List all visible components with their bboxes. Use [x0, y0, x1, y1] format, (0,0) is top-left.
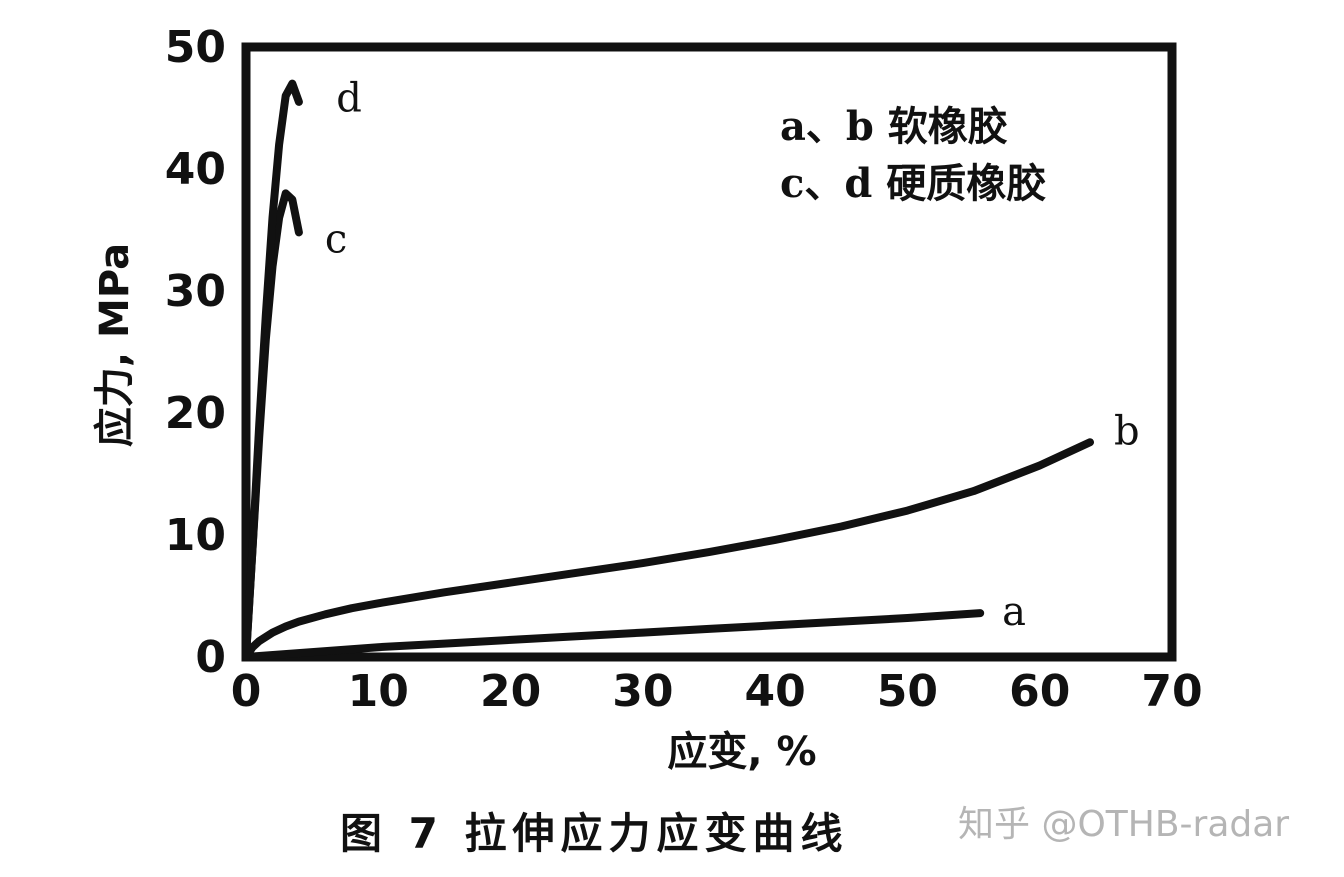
- series-line-b: [242, 438, 1094, 661]
- series-label-a: a: [1002, 589, 1026, 635]
- y-tick-label: 50: [165, 22, 226, 73]
- x-tick-label: 10: [348, 666, 409, 717]
- series-labels: a b c d: [325, 76, 1140, 635]
- series-label-c: c: [325, 216, 347, 262]
- x-axis-ticks: 0 10 20 30 40 50 60 70: [231, 666, 1203, 717]
- series-label-d: d: [336, 76, 362, 122]
- x-axis-title: 应变, %: [667, 729, 816, 775]
- legend-entry-soft: a、b 软橡胶: [780, 103, 1008, 150]
- y-axis-title: 应力, MPa: [92, 243, 138, 447]
- series-line-d: [242, 79, 303, 661]
- x-tick-label: 20: [480, 666, 541, 717]
- x-tick-label: 30: [612, 666, 673, 717]
- x-tick-label: 40: [745, 666, 806, 717]
- y-tick-label: 30: [165, 266, 226, 317]
- x-tick-label: 50: [877, 666, 938, 717]
- y-tick-label: 10: [165, 510, 226, 561]
- plot-frame: [241, 42, 1177, 662]
- y-tick-label: 20: [165, 388, 226, 439]
- legend: a、b 软橡胶 c、d 硬质橡胶: [780, 103, 1046, 207]
- x-tick-label: 70: [1141, 666, 1202, 717]
- x-tick-label: 0: [231, 666, 262, 717]
- legend-entry-hard: c、d 硬质橡胶: [780, 160, 1046, 207]
- series-lines: [242, 79, 1094, 661]
- series-line-a: [242, 609, 985, 661]
- y-tick-label: 0: [195, 632, 226, 683]
- x-tick-label: 60: [1009, 666, 1070, 717]
- figure-caption: 图 7 拉伸应力应变曲线: [340, 809, 848, 858]
- watermark: 知乎 @OTHB-radar: [958, 804, 1289, 845]
- y-axis-ticks: 0 10 20 30 40 50: [165, 22, 226, 683]
- series-label-b: b: [1114, 408, 1140, 454]
- y-tick-label: 40: [165, 144, 226, 195]
